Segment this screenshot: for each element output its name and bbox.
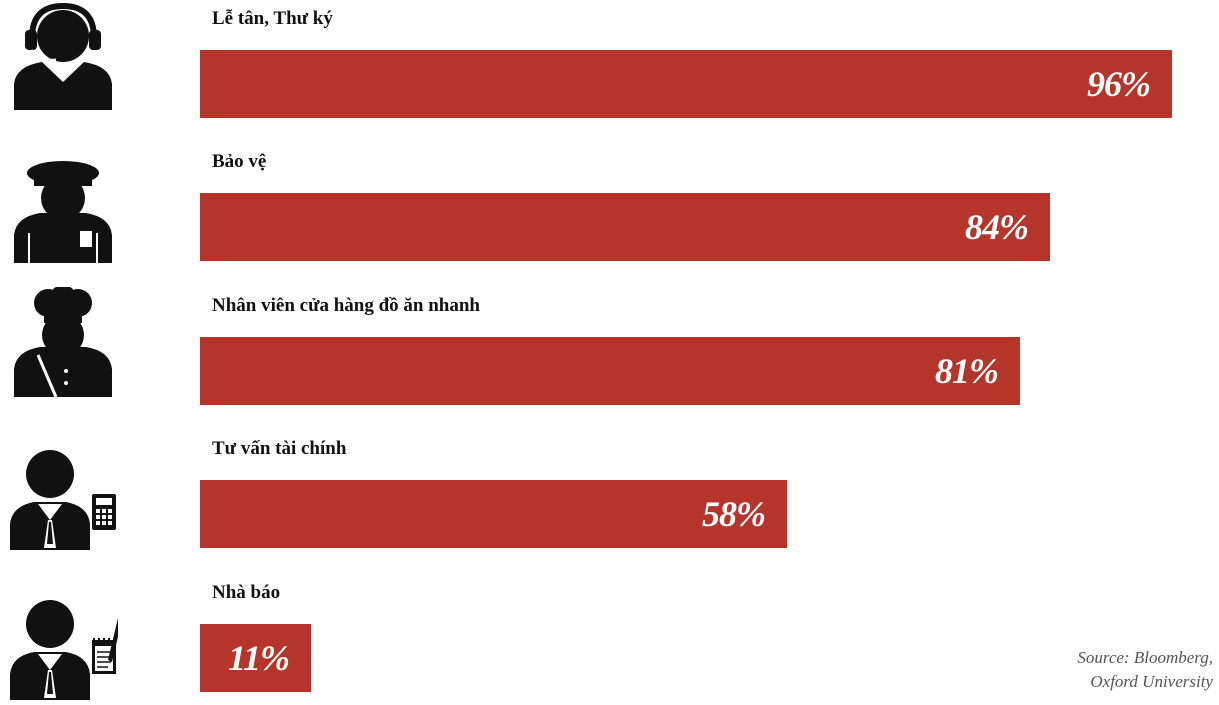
category-label: Nhà báo (212, 582, 281, 603)
bar: 84% (200, 193, 1050, 261)
headset-receptionist-icon (8, 0, 118, 110)
bar: 58% (200, 480, 787, 548)
bar-value-label: 58% (702, 494, 766, 534)
bar-value-label: 11% (227, 638, 290, 678)
source-note: Source: Bloomberg, Oxford University (1077, 646, 1213, 694)
source-line-1: Source: Bloomberg, (1077, 648, 1213, 667)
bar: 96% (200, 50, 1172, 118)
category-label: Lễ tân, Thư ký (212, 8, 333, 29)
bar: 11% (200, 624, 311, 692)
bar-value-label: 96% (1087, 64, 1151, 104)
security-guard-icon (8, 153, 118, 263)
category-label: Tư vấn tài chính (212, 438, 347, 459)
bar-value-label: 84% (965, 207, 1029, 247)
category-label: Bảo vệ (212, 151, 267, 172)
source-line-2: Oxford University (1090, 672, 1213, 691)
bar: 81% (200, 337, 1020, 405)
chef-icon (8, 285, 118, 398)
financial-advisor-calculator-icon (8, 440, 118, 550)
category-label: Nhân viên cửa hàng đồ ăn nhanh (212, 295, 481, 316)
journalist-notepad-icon (8, 590, 122, 700)
bar-value-label: 81% (935, 351, 999, 391)
